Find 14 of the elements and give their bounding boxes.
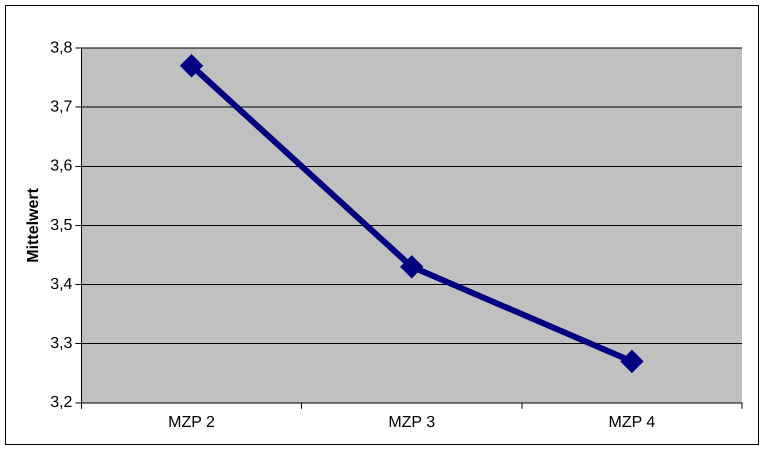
y-tick-label: 3,3 [50, 335, 73, 352]
point [180, 54, 204, 78]
y-tick-label: 3,4 [50, 276, 73, 293]
x-tick-label: MZP 2 [168, 414, 216, 431]
y-tick-label: 3,8 [50, 39, 73, 56]
y-tick-label: 3,5 [50, 216, 73, 234]
point [400, 255, 424, 278]
y-tick-label: 3,2 [50, 394, 73, 412]
x-tick-label: MZP 4 [608, 414, 656, 431]
x-tick-label: MZP 3 [388, 414, 436, 431]
y-tick-label: 3,7 [50, 98, 73, 116]
point [620, 350, 644, 373]
y-axis-title: Mittelwert [25, 187, 42, 263]
y-tick-label: 3,6 [50, 158, 73, 175]
